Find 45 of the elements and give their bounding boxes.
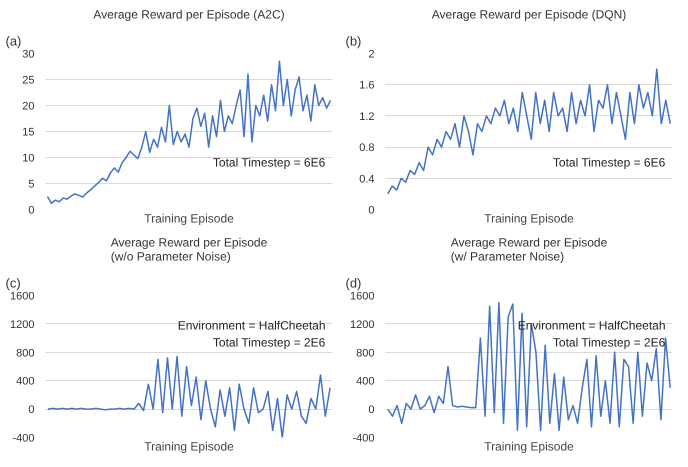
chart-title: Average Reward per Episode (A2C)	[93, 8, 285, 22]
text: (b)	[346, 34, 362, 48]
annotation: Total Timestep = 6E6	[552, 156, 666, 170]
x-axis-title: Training Episode	[144, 212, 234, 226]
y-tick-label: 2	[368, 48, 375, 60]
annotation: Total Timestep = 2E6	[212, 336, 326, 350]
chart-title: Average Reward per Episode (DQN)	[432, 8, 626, 22]
y-tick-label: 800	[356, 347, 375, 360]
line-series	[386, 68, 672, 195]
y-tick-label: 0	[368, 404, 375, 416]
line-series	[47, 356, 331, 438]
y-tick-label: 20	[22, 100, 35, 112]
y-tick-label: 15	[22, 126, 35, 138]
annotation: Environment = HalfCheetah	[178, 318, 326, 332]
y-tick-label: 5	[28, 178, 35, 190]
y-tick-label: 0.8	[359, 142, 375, 154]
y-tick-label: -400	[352, 432, 375, 444]
annotation: Total Timestep = 6E6	[212, 156, 326, 170]
y-tick-label: 400	[356, 376, 375, 388]
text: (d)	[346, 276, 362, 290]
y-tick-label: 1.6	[359, 80, 375, 92]
text: (a)	[6, 34, 22, 48]
y-tick-label: 0.4	[359, 173, 375, 186]
x-axis-title: Training Episode	[484, 440, 574, 454]
line-series	[46, 60, 332, 204]
y-tick-label: 800	[16, 347, 35, 360]
y-tick-label: 0	[28, 404, 35, 416]
y-tick-label: 25	[22, 74, 35, 86]
y-tick-label: 1600	[10, 290, 35, 302]
y-tick-label: 1.2	[359, 110, 375, 123]
text: (c)	[6, 276, 21, 290]
x-axis-title: Training Episode	[144, 440, 234, 454]
y-tick-label: 1600	[350, 290, 375, 302]
chart-title: Average Reward per Episode (w/o Parameter Noise)	[110, 236, 268, 264]
y-tick-label: 1200	[350, 318, 375, 331]
y-tick-label: 0	[368, 204, 375, 216]
y-tick-label: 1200	[10, 318, 35, 331]
y-tick-label: 10	[22, 152, 35, 164]
y-tick-label: 0	[28, 204, 35, 216]
chart-title: Average Reward per Episode (w/ Parameter Noise)	[450, 236, 608, 264]
x-axis-title: Training Episode	[484, 212, 574, 226]
y-tick-label: 400	[16, 376, 35, 388]
y-tick-label: -400	[12, 432, 35, 444]
y-tick-label: 30	[22, 48, 35, 60]
line-series	[387, 302, 671, 432]
